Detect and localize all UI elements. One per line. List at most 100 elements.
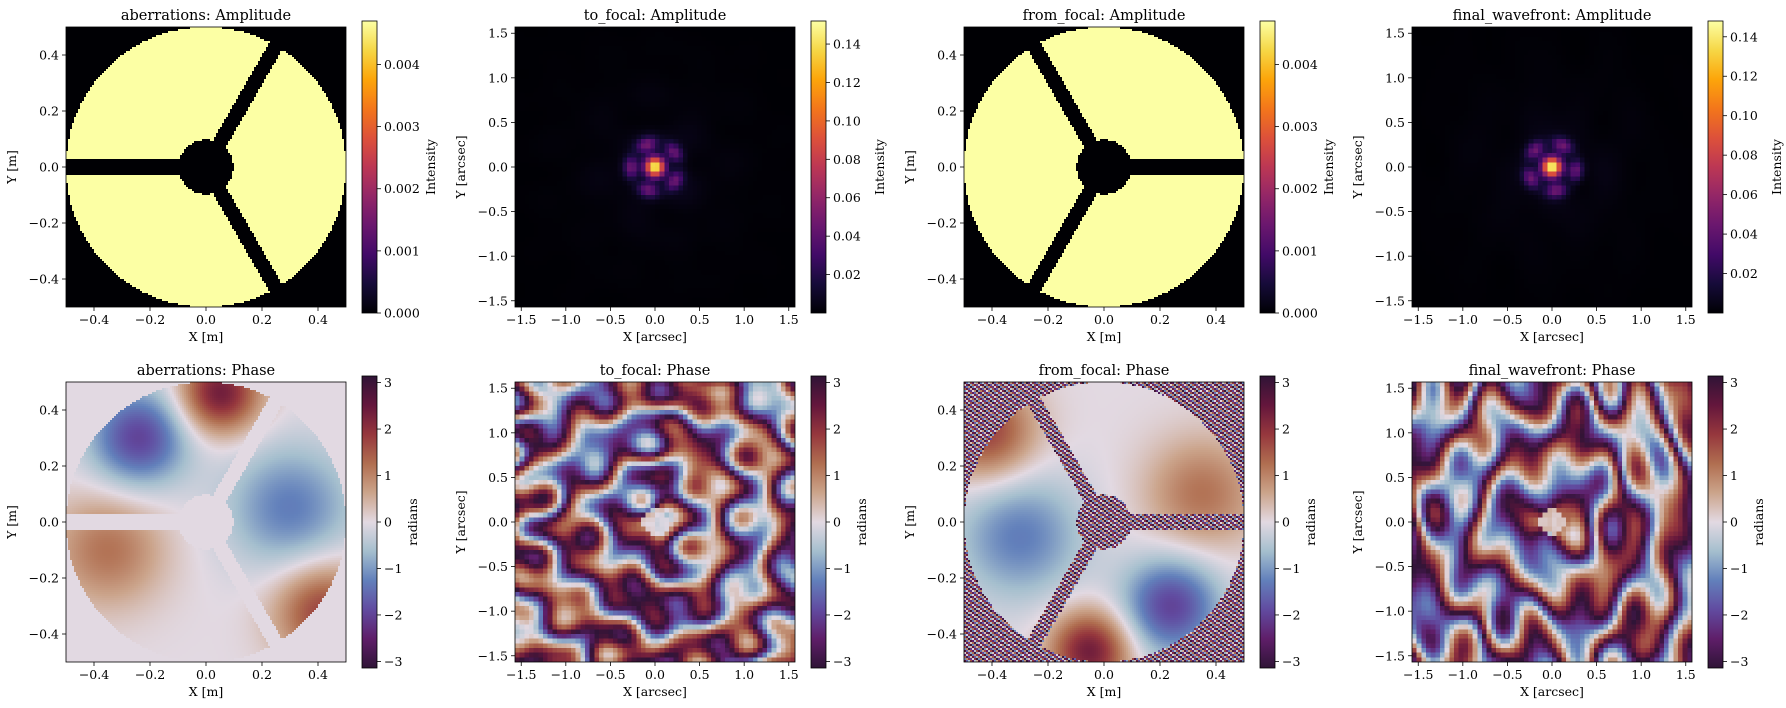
- x-tick-label: −0.4: [79, 312, 109, 327]
- x-tick-label: 0.2: [252, 312, 272, 327]
- x-tick-label: −0.4: [977, 312, 1007, 327]
- x-tick-label: −0.5: [1492, 667, 1522, 682]
- colorbar-tick-label: 1: [1282, 468, 1290, 483]
- colorbar-label: Intensity: [1321, 138, 1336, 195]
- colorbar-tick-label: 0.08: [1730, 148, 1758, 163]
- colorbar-tick-label: −2: [833, 607, 851, 622]
- subplot-title: from_focal: Phase: [1039, 363, 1170, 379]
- heatmap-image: [1412, 27, 1692, 307]
- colorbar-tick-label: −3: [833, 654, 851, 669]
- colorbar-tick-label: 0.002: [1282, 181, 1318, 196]
- x-tick-label: −0.2: [135, 667, 165, 682]
- colorbar-tick-label: 0.001: [384, 243, 420, 258]
- subplot-title: final_wavefront: Amplitude: [1453, 8, 1652, 24]
- subplot-title: aberrations: Amplitude: [121, 8, 291, 24]
- x-tick-label: 0.0: [1542, 667, 1562, 682]
- colorbar-tick-label: 0.04: [833, 229, 861, 244]
- colorbar-tick-label: 0.004: [1282, 57, 1318, 72]
- y-tick-label: −0.2: [927, 216, 957, 231]
- colorbar-tick-label: −2: [1730, 607, 1748, 622]
- colorbar-tick-label: 0.000: [384, 306, 420, 321]
- colorbar: [361, 20, 378, 314]
- x-tick-label: 1.5: [779, 667, 799, 682]
- x-tick-label: −1.5: [1403, 312, 1433, 327]
- colorbar-label: radians: [1751, 498, 1766, 545]
- x-tick-label: −1.5: [1403, 667, 1433, 682]
- x-tick-label: 0.4: [1206, 667, 1226, 682]
- subplot-2: to_focal: Amplitude −1.5 −1.0 −0.5 0.0 0.5 1.0…: [453, 8, 887, 344]
- colorbar-tick-label: 0.10: [1730, 108, 1758, 123]
- colorbar-tick-label: 0.001: [1282, 243, 1318, 258]
- x-tick-label: 0.0: [196, 312, 216, 327]
- y-tick-label: −0.5: [1375, 204, 1405, 219]
- y-tick-label: −0.4: [927, 272, 957, 287]
- colorbar-tick-label: 0.004: [384, 57, 420, 72]
- x-axis-label: X [arcsec]: [1520, 684, 1584, 699]
- colorbar-tick-label: −3: [1282, 654, 1300, 669]
- x-tick-label: 1.5: [779, 312, 799, 327]
- colorbar-tick-label: 1: [833, 468, 841, 483]
- y-tick-label: 0.5: [488, 115, 508, 130]
- y-tick-label: 0.0: [39, 160, 59, 175]
- colorbar-tick-label: 2: [1730, 422, 1738, 437]
- y-tick-label: −0.5: [478, 559, 508, 574]
- x-tick-label: 0.4: [1206, 312, 1226, 327]
- y-tick-label: −1.5: [1375, 293, 1405, 308]
- colorbar-tick-label: 0.003: [384, 119, 420, 134]
- y-axis-label: Y [m]: [902, 150, 917, 185]
- heatmap-image: [964, 27, 1244, 307]
- y-tick-label: 1.0: [1385, 425, 1405, 440]
- x-tick-label: −1.0: [1448, 312, 1478, 327]
- y-tick-label: 0.2: [39, 104, 59, 119]
- y-tick-label: 0.0: [488, 160, 508, 175]
- colorbar: [1259, 20, 1276, 314]
- subplot-title: aberrations: Phase: [137, 363, 275, 379]
- colorbar-tick-label: 0.000: [1282, 306, 1318, 321]
- subplot-4: final_wavefront: Amplitude −1.5 −1.0 −0.5 0.…: [1350, 8, 1784, 344]
- x-tick-label: 0.4: [308, 312, 328, 327]
- x-tick-label: −1.0: [551, 667, 581, 682]
- y-tick-label: 1.5: [488, 26, 508, 41]
- y-axis-label: Y [arcsec]: [1350, 135, 1365, 199]
- colorbar-tick-label: −1: [1282, 561, 1300, 576]
- colorbar-tick-label: 2: [384, 422, 392, 437]
- x-tick-label: 0.0: [645, 312, 665, 327]
- subplot-title: final_wavefront: Phase: [1469, 363, 1636, 379]
- colorbar-tick-label: 0: [1282, 515, 1290, 530]
- x-tick-label: −0.2: [1033, 312, 1063, 327]
- colorbar: [1259, 375, 1276, 669]
- x-tick-label: 1.0: [734, 312, 754, 327]
- colorbar-label: Intensity: [423, 138, 438, 195]
- x-tick-label: 0.0: [196, 667, 216, 682]
- y-axis-label: Y [arcsec]: [453, 135, 468, 199]
- y-tick-label: −0.2: [29, 216, 59, 231]
- y-axis-label: Y [arcsec]: [453, 490, 468, 554]
- colorbar: [361, 375, 378, 669]
- x-axis-label: X [arcsec]: [623, 684, 687, 699]
- x-tick-label: −0.2: [1033, 667, 1063, 682]
- colorbar: [810, 20, 827, 314]
- colorbar-tick-label: 0.02: [1730, 266, 1758, 281]
- colorbar-label: Intensity: [872, 138, 887, 195]
- heatmap-image: [515, 382, 795, 662]
- y-tick-label: 0.5: [1385, 470, 1405, 485]
- y-tick-label: −0.4: [29, 627, 59, 642]
- y-tick-label: 0.5: [1385, 115, 1405, 130]
- heatmap-image: [66, 27, 346, 307]
- y-tick-label: −1.5: [1375, 648, 1405, 663]
- colorbar-label: radians: [1303, 498, 1318, 545]
- x-tick-label: 0.5: [1587, 312, 1607, 327]
- colorbar-tick-label: −3: [384, 654, 402, 669]
- colorbar-label: radians: [405, 498, 420, 545]
- x-tick-label: 0.2: [1150, 667, 1170, 682]
- y-tick-label: −1.5: [478, 648, 508, 663]
- subplot-5: aberrations: Phase −0.4 −0.2 0.0 0.2 0.4 −0.4 −…: [4, 363, 420, 699]
- colorbar-tick-label: −1: [1730, 561, 1748, 576]
- colorbar-tick-label: 1: [384, 468, 392, 483]
- x-tick-label: 0.0: [645, 667, 665, 682]
- subplot-7: from_focal: Phase −0.4 −0.2 0.0 0.2 0.4 −0.4 −0…: [902, 363, 1318, 699]
- colorbar: [1707, 375, 1724, 669]
- colorbar: [810, 375, 827, 669]
- colorbar-tick-label: 0: [384, 515, 392, 530]
- y-tick-label: 0.2: [937, 459, 957, 474]
